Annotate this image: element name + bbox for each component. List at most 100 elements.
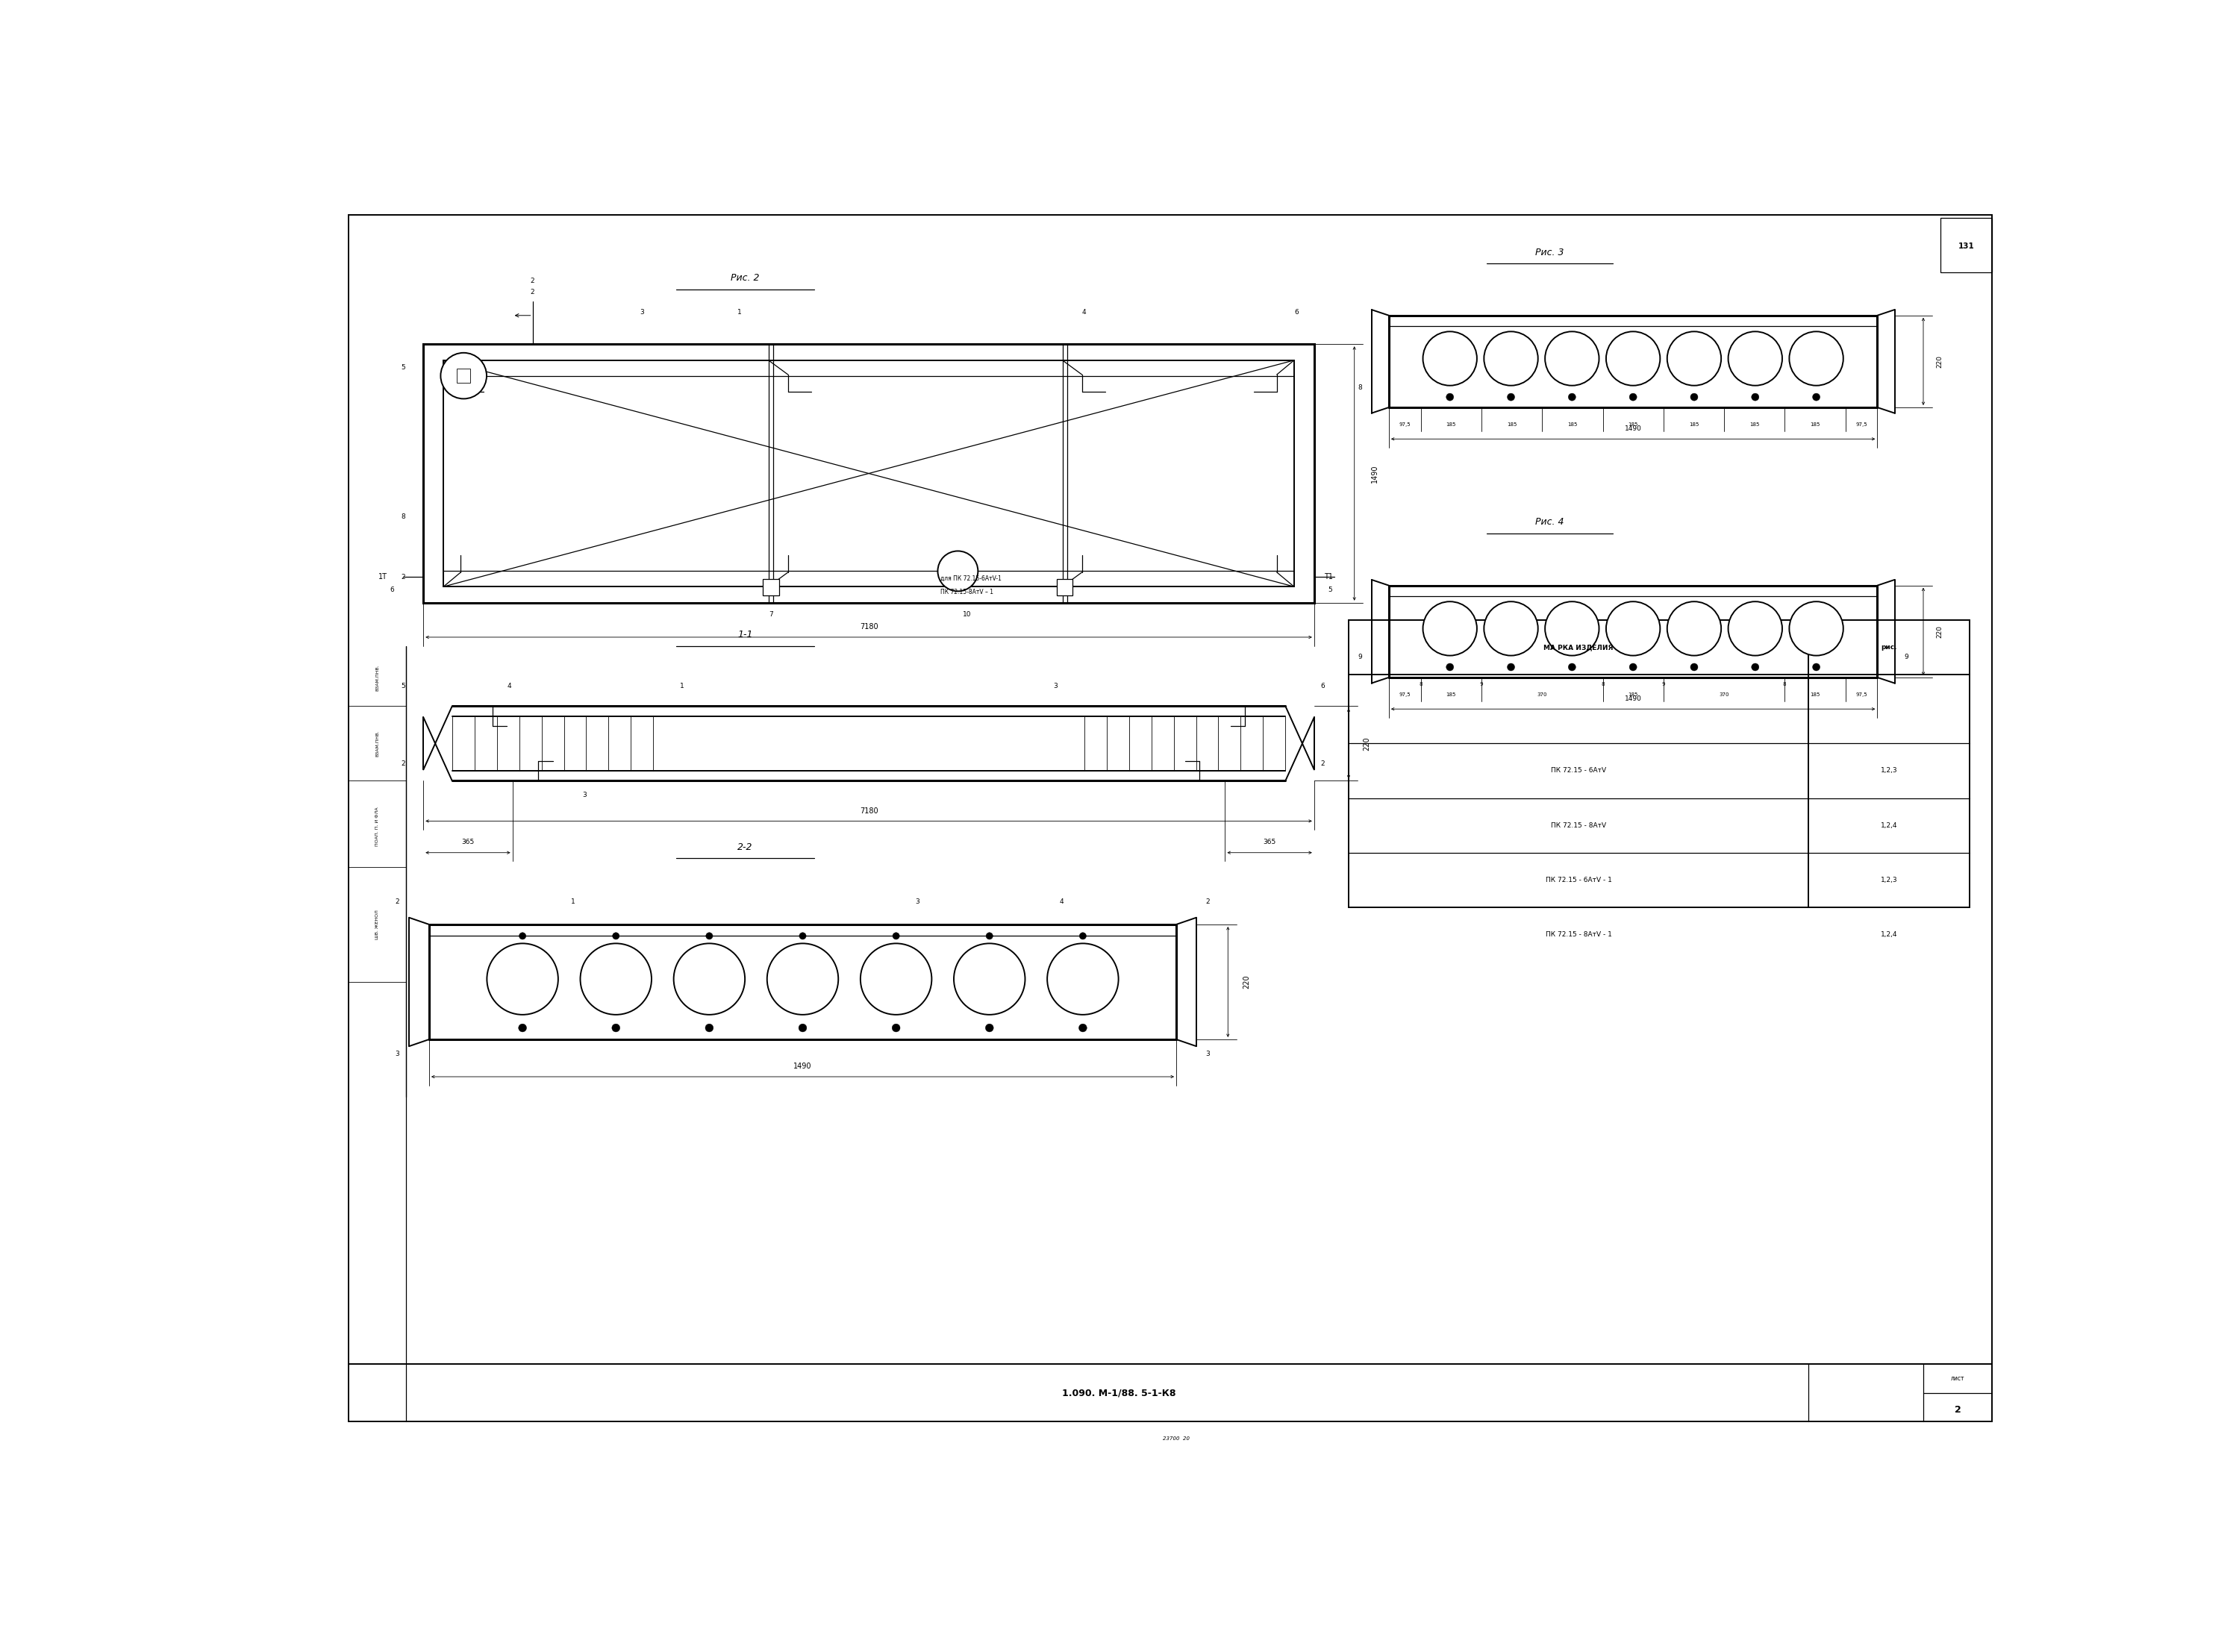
Text: 3: 3: [916, 899, 920, 905]
Text: 3: 3: [582, 791, 587, 798]
Circle shape: [519, 932, 526, 940]
Circle shape: [1789, 332, 1843, 385]
Text: 4: 4: [1081, 309, 1086, 316]
Bar: [423, 344, 1314, 603]
Text: 9: 9: [1480, 682, 1482, 687]
Text: 2: 2: [401, 573, 405, 580]
Circle shape: [1751, 393, 1760, 401]
Circle shape: [1814, 664, 1820, 671]
Text: ПК 72.15-8АтV – 1: ПК 72.15-8АтV – 1: [940, 590, 994, 596]
Text: 97,5: 97,5: [1856, 423, 1867, 426]
Bar: [1348, 620, 1970, 907]
Text: 185: 185: [1446, 692, 1455, 697]
Text: 3: 3: [640, 309, 645, 316]
Text: Т1: Т1: [1323, 573, 1332, 580]
Circle shape: [893, 932, 900, 940]
Text: 8: 8: [401, 514, 405, 520]
Text: 1-1: 1-1: [737, 629, 752, 639]
Text: 1490: 1490: [1626, 695, 1641, 702]
Circle shape: [860, 943, 931, 1014]
Text: 1.090. М-1/88. 5-1-К8: 1.090. М-1/88. 5-1-К8: [1061, 1388, 1175, 1398]
Circle shape: [1630, 664, 1637, 671]
Text: 220: 220: [1937, 624, 1943, 638]
Text: 6: 6: [390, 586, 394, 593]
Circle shape: [1424, 601, 1478, 656]
Circle shape: [441, 354, 486, 398]
Text: 8: 8: [1601, 682, 1605, 687]
Circle shape: [674, 943, 746, 1014]
Circle shape: [1079, 1024, 1086, 1032]
Circle shape: [1690, 664, 1697, 671]
Text: МА РКА ИЗДЕЛИЯ: МА РКА ИЗДЕЛИЯ: [1543, 644, 1614, 651]
Text: 1,2,3: 1,2,3: [1881, 768, 1896, 775]
Circle shape: [985, 1024, 994, 1032]
Circle shape: [1630, 393, 1637, 401]
Circle shape: [1484, 601, 1538, 656]
Text: 185: 185: [1507, 423, 1516, 426]
Text: для ПК 72.15-6АтV-1: для ПК 72.15-6АтV-1: [940, 575, 1001, 582]
Text: ВЗАМ.ПНВ.: ВЗАМ.ПНВ.: [376, 664, 378, 691]
Circle shape: [1545, 332, 1599, 385]
Circle shape: [613, 932, 620, 940]
Text: 2: 2: [401, 760, 405, 767]
Text: 220: 220: [1364, 737, 1370, 750]
Circle shape: [705, 932, 712, 940]
Text: 185: 185: [1809, 692, 1820, 697]
Circle shape: [799, 1024, 806, 1032]
Text: 2: 2: [531, 289, 535, 296]
Text: лист: лист: [1950, 1374, 1964, 1381]
Text: 370: 370: [1538, 692, 1547, 697]
Text: 1,2,3: 1,2,3: [1881, 877, 1896, 884]
Text: 7: 7: [768, 611, 772, 618]
Text: 2: 2: [1207, 899, 1209, 905]
Circle shape: [1605, 601, 1659, 656]
Text: 2-2: 2-2: [737, 843, 752, 852]
Text: 1: 1: [737, 309, 741, 316]
Circle shape: [1446, 393, 1453, 401]
Circle shape: [1424, 332, 1478, 385]
Text: 6: 6: [1294, 309, 1299, 316]
Circle shape: [1484, 332, 1538, 385]
Circle shape: [1079, 932, 1086, 940]
Text: 6: 6: [1321, 682, 1325, 689]
Circle shape: [1545, 601, 1599, 656]
Bar: [443, 360, 1294, 586]
Bar: [1057, 580, 1072, 595]
Bar: [457, 368, 470, 383]
Text: ПК 72.15 - 8АтV - 1: ПК 72.15 - 8АтV - 1: [1545, 932, 1612, 938]
Circle shape: [705, 1024, 714, 1032]
Text: 1: 1: [571, 899, 575, 905]
Text: 1Т: 1Т: [378, 573, 387, 580]
Text: рис.: рис.: [1881, 644, 1896, 651]
Text: 1: 1: [681, 682, 685, 689]
Circle shape: [1507, 393, 1516, 401]
Bar: [763, 580, 779, 595]
Text: 185: 185: [1628, 423, 1639, 426]
Text: 4: 4: [1059, 899, 1064, 905]
Bar: [1941, 218, 1993, 273]
Circle shape: [1729, 332, 1782, 385]
Text: Рис. 4: Рис. 4: [1536, 517, 1565, 527]
Text: 1490: 1490: [1370, 464, 1379, 482]
Text: 5: 5: [1328, 586, 1332, 593]
Text: 5: 5: [401, 682, 405, 689]
Text: 97,5: 97,5: [1399, 423, 1411, 426]
Text: 97,5: 97,5: [1856, 692, 1867, 697]
Text: 2: 2: [1955, 1406, 1961, 1414]
Circle shape: [1814, 393, 1820, 401]
Text: ПОАП. П. И ФЛА: ПОАП. П. И ФЛА: [376, 808, 378, 846]
Text: 9: 9: [1359, 654, 1361, 661]
Text: 131: 131: [1959, 243, 1975, 249]
Circle shape: [954, 943, 1025, 1014]
Circle shape: [799, 932, 806, 940]
Circle shape: [1567, 393, 1576, 401]
Text: 185: 185: [1628, 692, 1639, 697]
Circle shape: [1507, 664, 1516, 671]
Text: 10: 10: [963, 611, 972, 618]
Circle shape: [580, 943, 652, 1014]
Text: 1490: 1490: [793, 1062, 813, 1070]
Text: 97,5: 97,5: [1399, 692, 1411, 697]
Circle shape: [1668, 601, 1722, 656]
Circle shape: [1446, 664, 1453, 671]
Text: ПК 72.15 - 8АтV: ПК 72.15 - 8АтV: [1552, 823, 1605, 829]
